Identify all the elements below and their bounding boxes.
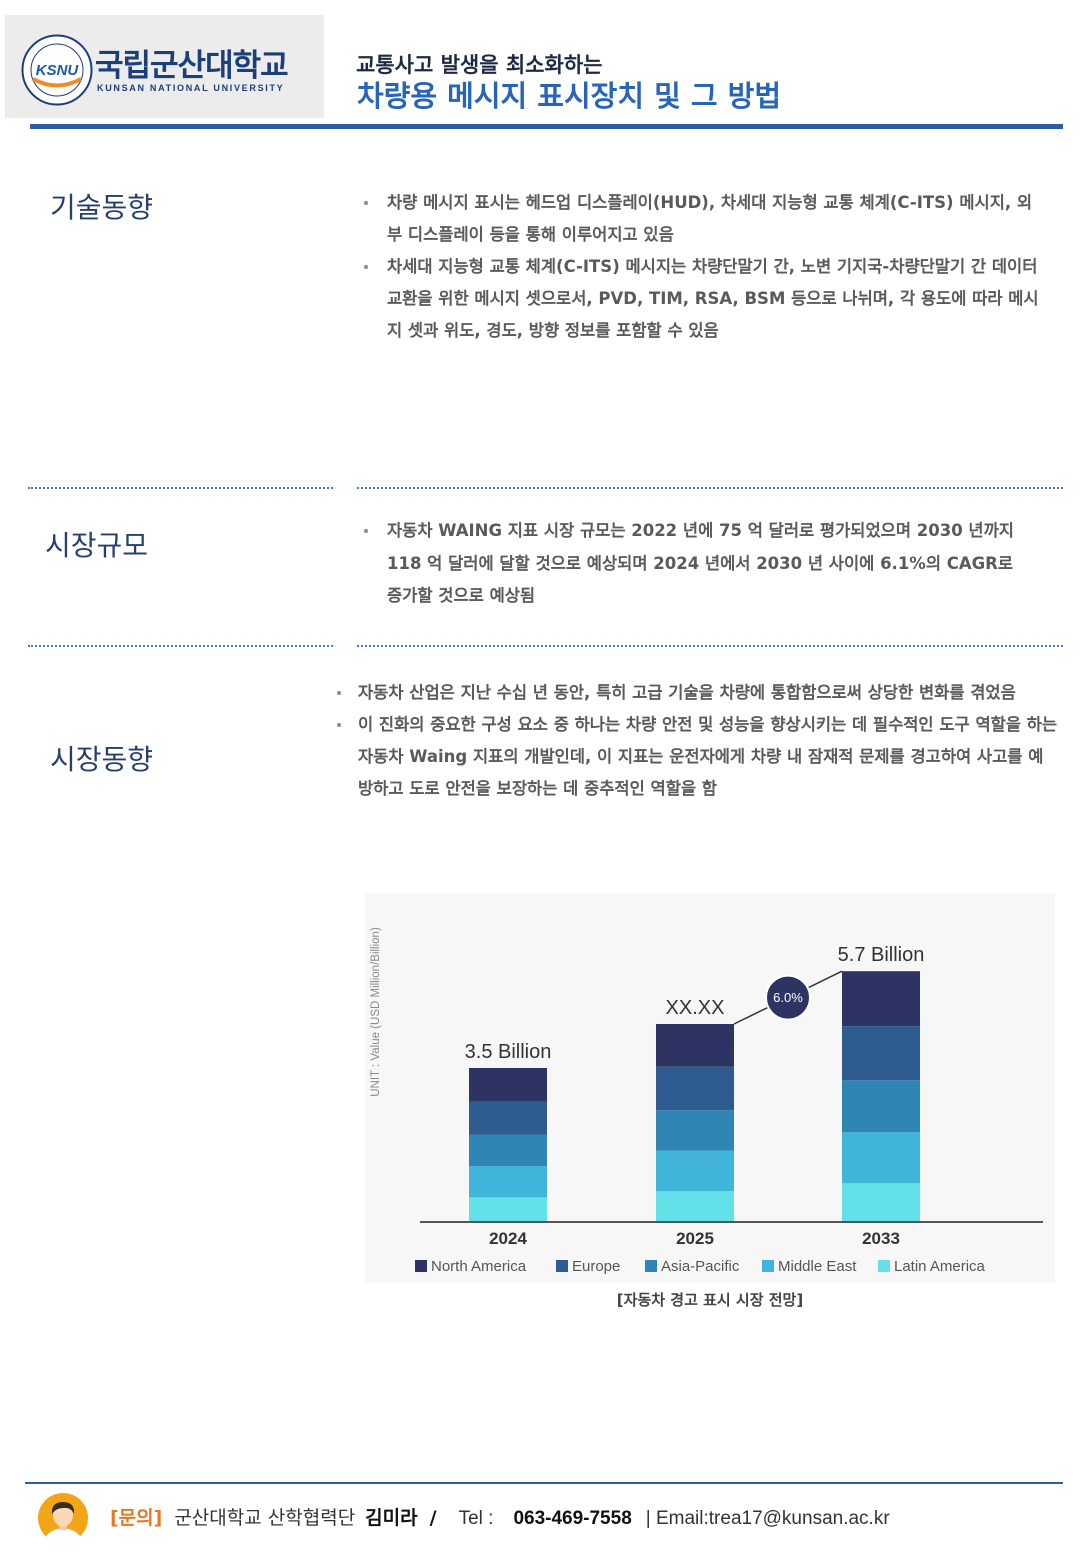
bar-segment-asia-pacific-2024	[469, 1134, 547, 1167]
bar-segment-europe-2025	[656, 1066, 734, 1111]
cagr-badge	[765, 974, 811, 1021]
bullet-item: 자동차 산업은 지난 수십 년 동안, 특히 고급 기술을 차량에 통합함으로써…	[335, 677, 1058, 709]
bullet-text: 자동차 WAING 지표 시장 규모는 2022 년에 75 억 달러로 평가되…	[387, 521, 1014, 605]
contact-separator: /	[429, 1507, 437, 1529]
section-divider-right	[357, 487, 1063, 489]
contact-line: [문의] 군산대학교 산학협력단 김미라 / Tel : 063-469-755…	[110, 1506, 890, 1531]
legend-swatch-latin-america	[878, 1260, 890, 1272]
bar-segment-asia-pacific-2033	[842, 1080, 920, 1133]
x-tick-label: 2025	[676, 1229, 714, 1248]
contact-person-icon	[38, 1493, 88, 1543]
chart-panel: UNIT : Value (USD Million/Billion) 3.5 Bi…	[365, 893, 1055, 1283]
bar-segment-north-america-2025	[656, 1024, 734, 1067]
section-heading: 시장규모	[45, 529, 149, 562]
cagr-label: 6.0%	[773, 990, 803, 1005]
bullet-text: 차세대 지능형 교통 체계(C-ITS) 메시지는 차량단말기 간, 노변 기지…	[387, 257, 1039, 340]
bar-segment-north-america-2033	[842, 971, 920, 1027]
avatar-figure	[43, 1502, 83, 1543]
legend-swatch-north-america	[415, 1260, 427, 1272]
avatar-face	[53, 1503, 73, 1527]
bullet-dot	[364, 201, 368, 205]
section-divider-left	[28, 645, 333, 647]
legend-swatch-asia-pacific	[645, 1260, 657, 1272]
bar-segment-latin-america-2025	[656, 1191, 734, 1222]
market-outlook-chart: UNIT : Value (USD Million/Billion) 3.5 Bi…	[370, 927, 1043, 1275]
bar-segment-europe-2033	[842, 1026, 920, 1081]
bullet-text: 자동차 산업은 지난 수십 년 동안, 특히 고급 기술을 차량에 통합함으로써…	[358, 683, 1016, 702]
y-axis-label: UNIT : Value (USD Million/Billion)	[370, 927, 382, 1097]
legend-swatch-middle-east	[762, 1260, 774, 1272]
document-title: 차량용 메시지 표시장치 및 그 방법	[357, 79, 782, 113]
bullet-list: 자동차 WAING 지표 시장 규모는 2022 년에 75 억 달러로 평가되…	[362, 515, 1019, 613]
university-emblem-icon: KSNU	[21, 34, 93, 106]
x-tick-label: 2024	[489, 1229, 527, 1248]
bar-segment-asia-pacific-2025	[656, 1110, 734, 1151]
contact-organization: 군산대학교 산학협력단	[174, 1507, 356, 1529]
tel-number: 063-469-7558	[513, 1508, 632, 1529]
bar-segment-latin-america-2024	[469, 1197, 547, 1222]
bullet-list: 차량 메시지 표시는 헤드업 디스플레이(HUD), 차세대 지능형 교통 체계…	[362, 187, 1040, 347]
bullet-dot	[337, 691, 341, 695]
bullet-dot	[364, 265, 368, 269]
contact-label: [문의]	[110, 1507, 163, 1529]
bar-segment-middle-east-2025	[656, 1150, 734, 1192]
footer-divider	[25, 1482, 1063, 1484]
bullet-text: 이 진화의 중요한 구성 요소 중 하나는 차량 안전 및 성능을 향상시키는 …	[358, 715, 1058, 798]
legend-label: Asia-Pacific	[661, 1258, 740, 1275]
bullet-dot	[364, 529, 368, 533]
legend-label: Europe	[572, 1258, 620, 1275]
bullet-item: 자동차 WAING 지표 시장 규모는 2022 년에 75 억 달러로 평가되…	[362, 515, 1019, 613]
contact-email: | Email:trea17@kunsan.ac.kr	[645, 1508, 890, 1529]
header-divider	[30, 124, 1063, 129]
bar-total-label: 5.7 Billion	[838, 944, 925, 966]
section-heading: 기술동향	[50, 191, 154, 224]
avatar-shirt	[43, 1528, 83, 1543]
bullet-item: 차량 메시지 표시는 헤드업 디스플레이(HUD), 차세대 지능형 교통 체계…	[362, 187, 1040, 251]
emblem-swoosh	[32, 77, 82, 88]
bar-segment-latin-america-2033	[842, 1183, 920, 1222]
bar-total-label: 3.5 Billion	[465, 1041, 552, 1063]
legend-swatch-europe	[556, 1260, 568, 1272]
bullet-item: 차세대 지능형 교통 체계(C-ITS) 메시지는 차량단말기 간, 노변 기지…	[362, 251, 1040, 347]
contact-name: 김미라	[365, 1507, 418, 1529]
section-heading: 시장동향	[50, 743, 154, 776]
section-divider-left	[28, 487, 333, 489]
bar-total-label: XX.XX	[666, 997, 725, 1019]
x-tick-label: 2033	[862, 1229, 900, 1248]
section-divider-right	[357, 645, 1063, 647]
university-name-ko: 국립군산대학교	[95, 48, 289, 84]
legend-label: Middle East	[778, 1258, 857, 1275]
bar-segment-north-america-2024	[469, 1068, 547, 1102]
emblem-text: KSNU	[36, 62, 80, 79]
bar-segment-middle-east-2024	[469, 1166, 547, 1198]
university-name-en: KUNSAN NATIONAL UNIVERSITY	[97, 83, 285, 93]
bullet-list: 자동차 산업은 지난 수십 년 동안, 특히 고급 기술을 차량에 통합함으로써…	[335, 677, 1058, 805]
legend-label: North America	[431, 1258, 527, 1275]
avatar-hair	[51, 1502, 75, 1514]
university-logo: KSNU 국립군산대학교 KUNSAN NATIONAL UNIVERSITY	[5, 15, 324, 118]
bar-segment-middle-east-2033	[842, 1132, 920, 1184]
legend-label: Latin America	[894, 1258, 986, 1275]
bar-segment-europe-2024	[469, 1101, 547, 1135]
document-subtitle: 교통사고 발생을 최소화하는	[356, 53, 603, 77]
tel-label: Tel :	[458, 1508, 494, 1529]
bullet-text: 차량 메시지 표시는 헤드업 디스플레이(HUD), 차세대 지능형 교통 체계…	[387, 193, 1033, 244]
bullet-item: 이 진화의 중요한 구성 요소 중 하나는 차량 안전 및 성능을 향상시키는 …	[335, 709, 1058, 805]
figure-caption: [자동차 경고 표시 시장 전망]	[616, 1291, 804, 1309]
bullet-dot	[337, 723, 341, 727]
